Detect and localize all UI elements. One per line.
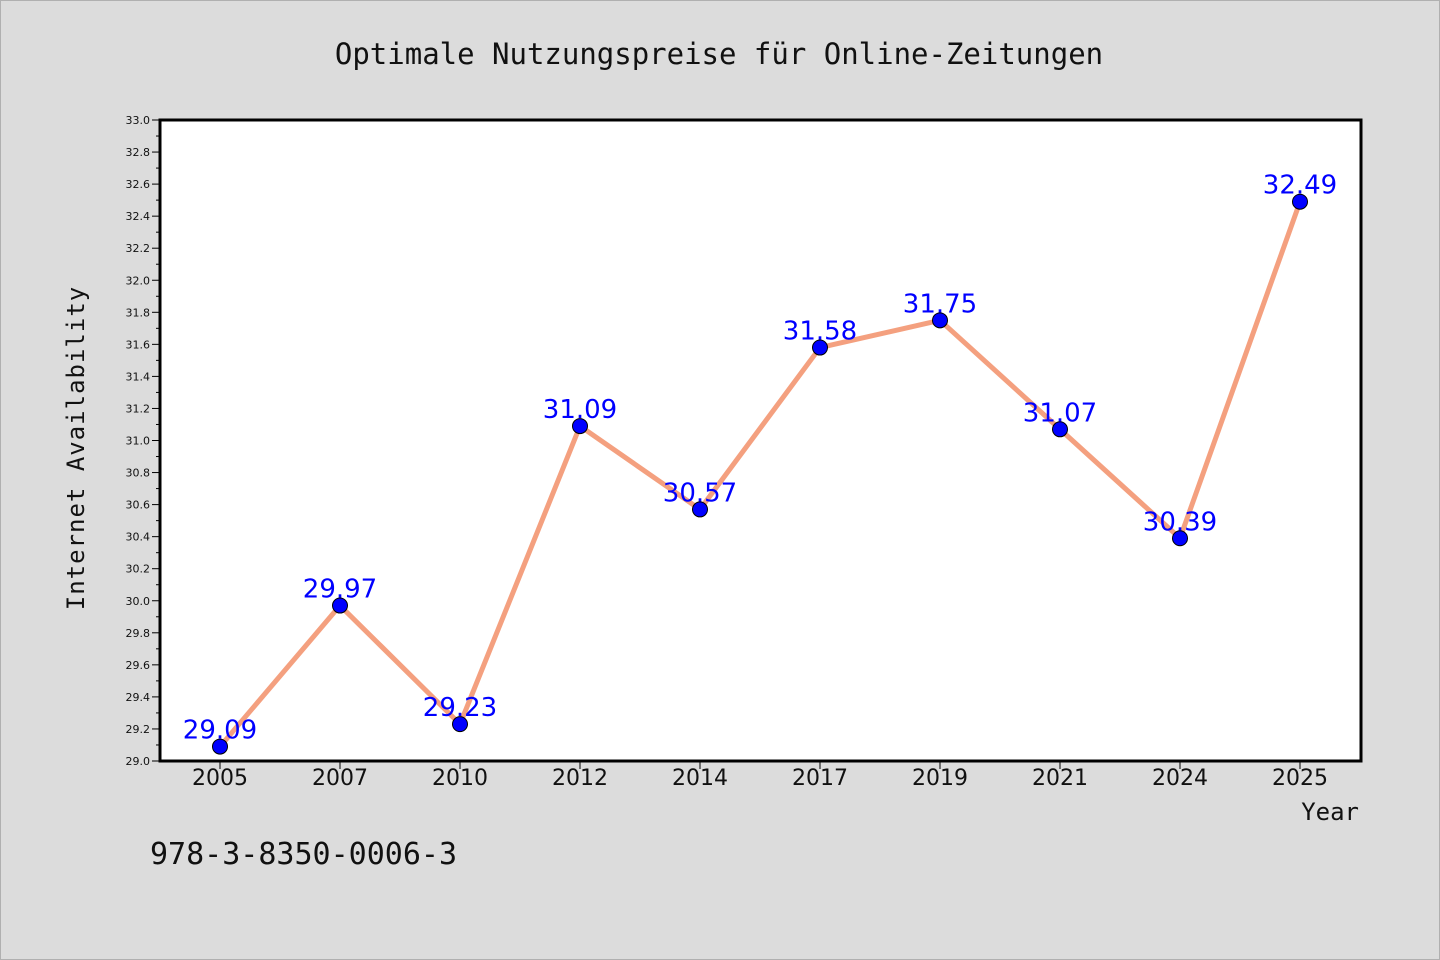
y-tick-label: 32.0 bbox=[126, 274, 151, 287]
y-tick-label: 29.4 bbox=[126, 691, 151, 704]
y-axis: 29.0 29.2 29.4 29.6 29.8 30.0 30.2 30.4 30.6 30.8… bbox=[126, 114, 162, 768]
data-label: 30.39 bbox=[1143, 507, 1217, 537]
y-tick-label: 32.4 bbox=[126, 210, 151, 223]
y-tick-label: 30.6 bbox=[126, 499, 151, 512]
y-tick-label: 30.2 bbox=[126, 563, 151, 576]
x-tick-label: 2014 bbox=[672, 766, 728, 791]
data-point-marker bbox=[1292, 193, 1308, 210]
x-axis-label: Year bbox=[1301, 798, 1359, 826]
x-tick-label: 2007 bbox=[312, 766, 368, 791]
data-label: 31.75 bbox=[903, 289, 977, 319]
y-tick-label: 32.2 bbox=[126, 242, 151, 255]
y-axis-label: Internet Availability bbox=[62, 286, 90, 610]
y-tick-label: 33.0 bbox=[126, 114, 151, 127]
data-label: 29.23 bbox=[423, 693, 497, 723]
y-tick-label: 29.0 bbox=[126, 755, 151, 768]
plot-area bbox=[158, 118, 1363, 763]
x-tick-label: 2005 bbox=[192, 766, 248, 791]
data-label: 31.09 bbox=[543, 395, 617, 425]
x-tick-label: 2025 bbox=[1272, 766, 1328, 791]
data-point-marker bbox=[452, 716, 468, 733]
y-tick-label: 30.0 bbox=[126, 595, 151, 608]
data-point-marker bbox=[1052, 421, 1068, 438]
x-tick-label: 2010 bbox=[432, 766, 488, 791]
y-tick-label: 31.8 bbox=[126, 306, 151, 319]
x-tick-label: 2012 bbox=[552, 766, 608, 791]
data-point-marker bbox=[212, 738, 228, 755]
data-label: 31.58 bbox=[783, 317, 857, 347]
data-point-marker bbox=[572, 418, 588, 435]
y-tick-label: 31.6 bbox=[126, 338, 151, 351]
y-tick-label: 31.0 bbox=[126, 435, 151, 448]
x-tick-label: 2024 bbox=[1152, 766, 1208, 791]
y-tick-label: 29.6 bbox=[126, 659, 151, 672]
data-point-marker bbox=[932, 312, 948, 329]
x-tick-label: 2019 bbox=[912, 766, 968, 791]
data-label: 29.97 bbox=[303, 575, 377, 605]
data-label: 30.57 bbox=[663, 478, 737, 508]
y-tick-label: 29.2 bbox=[126, 723, 151, 736]
y-tick-label: 31.4 bbox=[126, 370, 151, 383]
x-tick-label: 2021 bbox=[1032, 766, 1088, 791]
data-label: 31.07 bbox=[1023, 398, 1097, 428]
series-line bbox=[218, 200, 1303, 749]
x-tick-label: 2017 bbox=[792, 766, 848, 791]
data-label-group: 29.09 29.97 29.23 31.09 30.57 31.58 31.75 31.07… bbox=[183, 171, 1337, 746]
data-point-marker bbox=[812, 339, 828, 356]
y-tick-label: 32.8 bbox=[126, 146, 151, 159]
data-point-marker bbox=[1172, 530, 1188, 547]
data-point-marker bbox=[332, 597, 348, 614]
data-label: 32.49 bbox=[1263, 171, 1337, 201]
series-line-group bbox=[212, 193, 1308, 755]
data-label: 29.09 bbox=[183, 716, 257, 746]
chart-title: Optimale Nutzungspreise für Online-Zeitu… bbox=[335, 37, 1103, 71]
isbn-footer-text: 978-3-8350-0006-3 bbox=[150, 837, 457, 872]
x-axis: 2005 2007 2010 2012 2014 2017 2019 2021 2024 2025 bbox=[192, 761, 1328, 791]
y-tick-label: 31.2 bbox=[126, 402, 151, 415]
y-tick-label: 30.4 bbox=[126, 531, 151, 544]
data-point-marker bbox=[692, 501, 708, 518]
y-tick-label: 32.6 bbox=[126, 178, 151, 191]
y-tick-label: 30.8 bbox=[126, 467, 151, 480]
y-tick-label: 29.8 bbox=[126, 627, 151, 640]
